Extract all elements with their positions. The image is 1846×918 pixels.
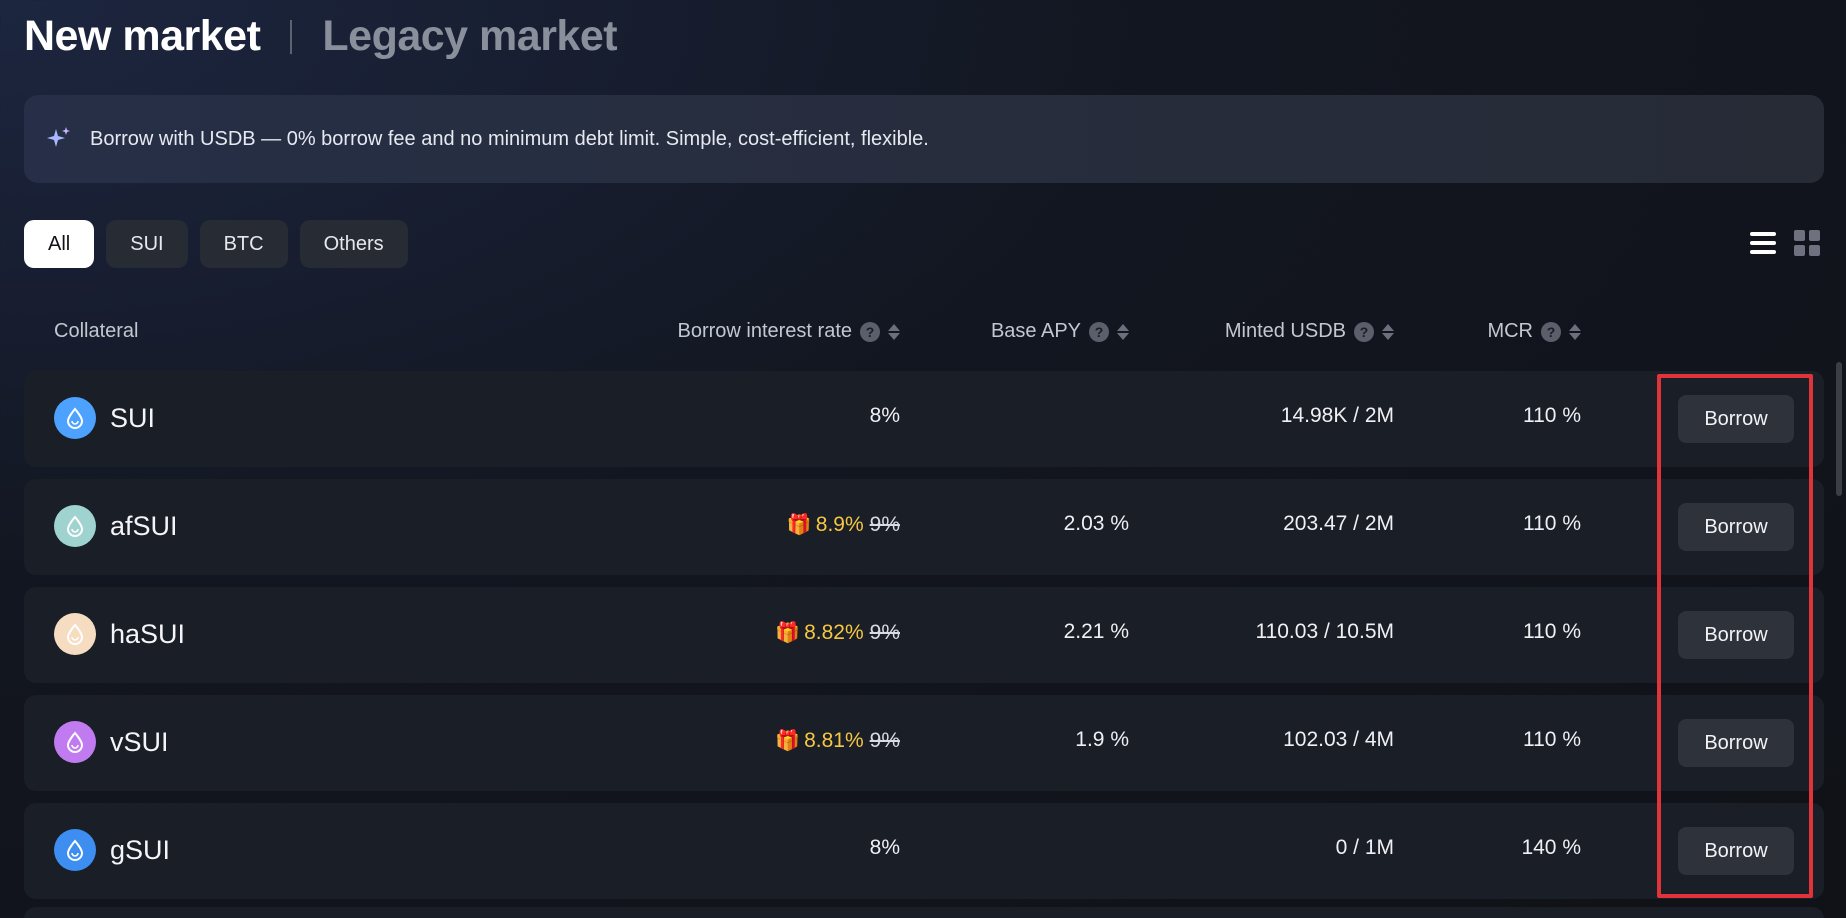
table-row-partial xyxy=(24,907,1824,918)
table-row[interactable]: haSUI 🎁 8.82% 9% 2.21 % 110.03 / 10.5M 110 % Bo… xyxy=(24,587,1824,683)
view-toggle xyxy=(1748,228,1822,258)
asset-cell: haSUI xyxy=(54,613,185,655)
column-label: MCR xyxy=(1487,320,1533,342)
borrow-rate: 8% xyxy=(869,836,900,859)
borrow-button[interactable]: Borrow xyxy=(1678,827,1794,875)
column-label: Base APY xyxy=(990,320,1081,342)
token-vsui-icon xyxy=(54,721,96,763)
gift-icon: 🎁 xyxy=(775,622,801,644)
asset-name: SUI xyxy=(110,402,156,433)
filter-chip-others[interactable]: Others xyxy=(299,220,408,268)
asset-cell: SUI xyxy=(54,397,155,439)
filter-chip-sui[interactable]: SUI xyxy=(106,220,188,268)
rate-cell: 🎁 8.82% 9% xyxy=(775,620,900,645)
info-banner: Borrow with USDB — 0% borrow fee and no … xyxy=(24,95,1824,183)
gift-icon: 🎁 xyxy=(786,514,812,536)
tab-new-market[interactable]: New market xyxy=(24,12,261,60)
token-sui-icon xyxy=(54,397,96,439)
promo-rate: 8.9% xyxy=(815,512,864,536)
base-apy: 2.03 % xyxy=(1063,512,1129,535)
rate-cell: 8% xyxy=(870,404,900,428)
minted-usdb: 14.98K / 2M xyxy=(1280,404,1394,427)
column-collateral: Collateral xyxy=(54,320,138,343)
sparkle-icon xyxy=(47,127,70,147)
borrow-button[interactable]: Borrow xyxy=(1678,395,1794,443)
help-icon[interactable]: ? xyxy=(1541,321,1561,342)
promo-rate: 8.82% xyxy=(804,620,864,644)
help-icon[interactable]: ? xyxy=(860,321,880,342)
sort-icon[interactable] xyxy=(1117,323,1129,340)
column-label: Minted USDB xyxy=(1224,320,1346,342)
tab-divider xyxy=(290,19,293,54)
asset-name: gSUI xyxy=(110,834,171,865)
help-icon[interactable]: ? xyxy=(1354,321,1374,342)
sort-icon[interactable] xyxy=(888,323,900,340)
collateral-table: SUI 8% 14.98K / 2M 110 % Borrow afSUI 🎁 8.9% 9% 2… xyxy=(24,371,1824,911)
table-row[interactable]: gSUI 8% 0 / 1M 140 % Borrow xyxy=(24,803,1824,899)
column-minted-usdb[interactable]: Minted USDB ? xyxy=(1225,320,1394,343)
rate-cell: 🎁 8.9% 9% xyxy=(787,512,900,537)
token-gsui-icon xyxy=(54,829,96,871)
token-hasui-icon xyxy=(54,613,96,655)
mcr-value: 140 % xyxy=(1521,836,1581,859)
banner-text: Borrow with USDB — 0% borrow fee and no … xyxy=(90,127,929,150)
base-apy: 1.9 % xyxy=(1075,728,1129,751)
minted-usdb: 0 / 1M xyxy=(1335,836,1394,859)
borrow-button[interactable]: Borrow xyxy=(1678,719,1794,767)
grid-view-icon[interactable] xyxy=(1792,228,1822,258)
filter-chip-btc[interactable]: BTC xyxy=(199,220,288,268)
mcr-value: 110 % xyxy=(1523,620,1581,643)
tab-legacy-market[interactable]: Legacy market xyxy=(322,12,618,60)
column-borrow-rate[interactable]: Borrow interest rate ? xyxy=(677,320,900,343)
asset-cell: vSUI xyxy=(54,721,169,763)
rate-cell: 🎁 8.81% 9% xyxy=(775,728,900,753)
column-mcr[interactable]: MCR ? xyxy=(1487,320,1581,343)
token-afsui-icon xyxy=(54,505,96,547)
borrow-rate: 8% xyxy=(869,404,900,427)
mcr-value: 110 % xyxy=(1523,404,1581,427)
original-rate: 9% xyxy=(869,728,900,752)
original-rate: 9% xyxy=(869,512,900,536)
minted-usdb: 102.03 / 4M xyxy=(1283,728,1394,751)
column-label: Borrow interest rate xyxy=(677,320,852,342)
promo-rate: 8.81% xyxy=(804,728,864,752)
table-row[interactable]: SUI 8% 14.98K / 2M 110 % Borrow xyxy=(24,371,1824,467)
market-tabs: New market Legacy market xyxy=(24,12,618,61)
mcr-value: 110 % xyxy=(1523,512,1581,535)
column-label: Collateral xyxy=(54,320,139,342)
borrow-button[interactable]: Borrow xyxy=(1678,611,1794,659)
gift-icon: 🎁 xyxy=(775,730,801,752)
minted-usdb: 203.47 / 2M xyxy=(1283,512,1394,535)
sort-icon[interactable] xyxy=(1569,323,1581,340)
minted-usdb: 110.03 / 10.5M xyxy=(1255,620,1394,643)
asset-cell: gSUI xyxy=(54,829,170,871)
filter-chip-all[interactable]: All xyxy=(24,220,95,268)
table-row[interactable]: afSUI 🎁 8.9% 9% 2.03 % 203.47 / 2M 110 % Borrow xyxy=(24,479,1824,575)
sort-icon[interactable] xyxy=(1382,323,1394,340)
base-apy: 2.21 % xyxy=(1063,620,1129,643)
mcr-value: 110 % xyxy=(1523,728,1581,751)
asset-name: afSUI xyxy=(110,510,178,541)
asset-cell: afSUI xyxy=(54,505,178,547)
table-row[interactable]: vSUI 🎁 8.81% 9% 1.9 % 102.03 / 4M 110 % Borrow xyxy=(24,695,1824,791)
original-rate: 9% xyxy=(869,620,900,644)
asset-name: haSUI xyxy=(110,618,186,649)
filter-chips: All SUI BTC Others xyxy=(24,220,408,268)
help-icon[interactable]: ? xyxy=(1089,321,1109,342)
rate-cell: 8% xyxy=(870,836,900,860)
borrow-button[interactable]: Borrow xyxy=(1678,503,1794,551)
table-header: Collateral Borrow interest rate ? Base A… xyxy=(24,312,1824,352)
column-base-apy[interactable]: Base APY ? xyxy=(991,320,1129,343)
asset-name: vSUI xyxy=(110,726,169,757)
list-view-icon[interactable] xyxy=(1748,228,1778,258)
scrollbar[interactable] xyxy=(1836,362,1842,496)
